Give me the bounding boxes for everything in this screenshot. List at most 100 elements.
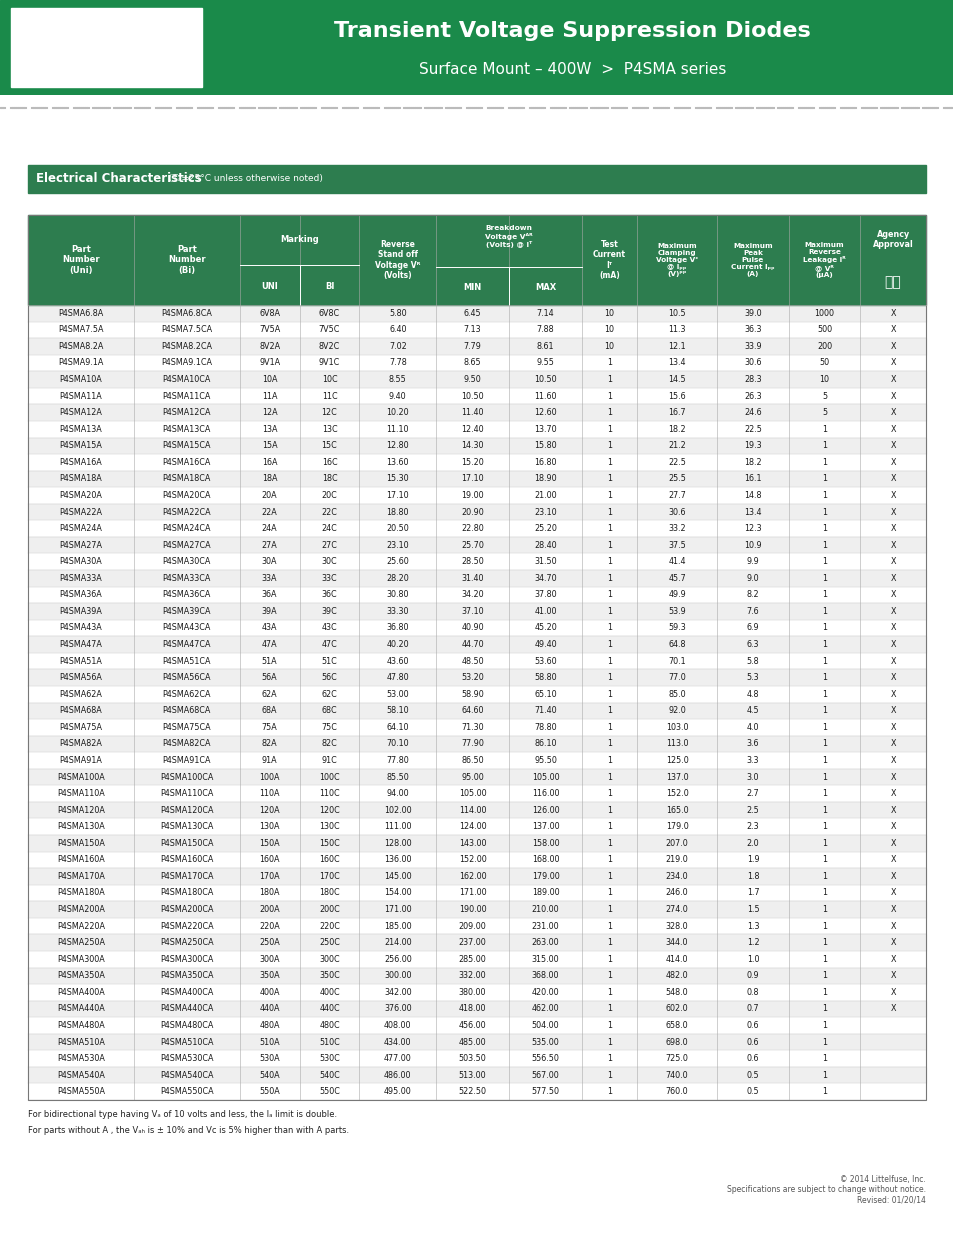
- Text: 36.80: 36.80: [386, 624, 409, 632]
- Text: MAX: MAX: [535, 283, 556, 291]
- Text: 1: 1: [821, 574, 826, 583]
- Text: 1: 1: [821, 1004, 826, 1014]
- Text: 530A: 530A: [259, 1055, 279, 1063]
- Text: 15.30: 15.30: [386, 474, 409, 483]
- Text: P4SMA20CA: P4SMA20CA: [162, 492, 211, 500]
- Text: 1: 1: [821, 624, 826, 632]
- Text: 16A: 16A: [262, 458, 277, 467]
- Text: 408.00: 408.00: [384, 1021, 411, 1030]
- Text: 434.00: 434.00: [384, 1037, 411, 1046]
- Text: 71.30: 71.30: [461, 722, 483, 732]
- Text: P4SMA8.2A: P4SMA8.2A: [58, 342, 104, 351]
- Text: 231.00: 231.00: [531, 921, 558, 931]
- Text: 0.5: 0.5: [746, 1071, 759, 1079]
- Text: 1000: 1000: [814, 309, 834, 317]
- Bar: [28, 354, 925, 372]
- Text: 189.00: 189.00: [531, 888, 558, 898]
- Text: 1: 1: [606, 689, 612, 699]
- Bar: [28, 653, 925, 669]
- Text: 51A: 51A: [261, 657, 277, 666]
- Text: P4SMA100CA: P4SMA100CA: [160, 773, 213, 782]
- Text: X: X: [889, 557, 895, 566]
- Text: P4SMA550A: P4SMA550A: [57, 1087, 105, 1097]
- Text: 30C: 30C: [321, 557, 337, 566]
- Text: 9V1C: 9V1C: [318, 358, 340, 368]
- Text: Maximum
Peak
Pulse
Current Iₚₚ
(A): Maximum Peak Pulse Current Iₚₚ (A): [730, 243, 774, 277]
- Text: X: X: [889, 706, 895, 715]
- Bar: [28, 819, 925, 835]
- Text: 9V1A: 9V1A: [259, 358, 280, 368]
- Text: P4SMA550CA: P4SMA550CA: [160, 1087, 213, 1097]
- Text: 22C: 22C: [321, 508, 337, 516]
- Text: 49.40: 49.40: [534, 640, 557, 650]
- Text: 1.0: 1.0: [746, 955, 759, 963]
- Text: 77.90: 77.90: [460, 740, 483, 748]
- Text: 39A: 39A: [261, 606, 277, 616]
- Text: 1: 1: [606, 524, 612, 534]
- Text: 85.0: 85.0: [667, 689, 685, 699]
- Text: X: X: [889, 624, 895, 632]
- Text: 12.1: 12.1: [667, 342, 685, 351]
- Text: 130A: 130A: [259, 823, 279, 831]
- Text: X: X: [889, 1004, 895, 1014]
- Text: 548.0: 548.0: [665, 988, 688, 997]
- Text: 58.80: 58.80: [534, 673, 557, 682]
- Text: 28.20: 28.20: [386, 574, 409, 583]
- Text: 13.4: 13.4: [743, 508, 760, 516]
- Text: 37.5: 37.5: [667, 541, 685, 550]
- Text: 6V8C: 6V8C: [318, 309, 339, 317]
- Text: 27.7: 27.7: [667, 492, 685, 500]
- Bar: [28, 669, 925, 685]
- Text: 28.3: 28.3: [743, 375, 761, 384]
- Text: 7.6: 7.6: [746, 606, 759, 616]
- Text: P4SMA11A: P4SMA11A: [59, 391, 102, 400]
- Text: 1: 1: [606, 375, 612, 384]
- Text: 126.00: 126.00: [531, 805, 558, 815]
- Text: P4SMA350A: P4SMA350A: [57, 971, 105, 981]
- Text: 7V5C: 7V5C: [318, 325, 340, 335]
- Text: X: X: [889, 441, 895, 451]
- Text: 20C: 20C: [321, 492, 337, 500]
- Text: 77.0: 77.0: [667, 673, 685, 682]
- Text: 7.79: 7.79: [463, 342, 481, 351]
- Text: P4SMA12A: P4SMA12A: [59, 408, 102, 417]
- Text: ⚡⁄⁄ Littelfuse®: ⚡⁄⁄ Littelfuse®: [36, 30, 132, 42]
- Text: 10.50: 10.50: [461, 391, 483, 400]
- Text: P4SMA510CA: P4SMA510CA: [160, 1037, 213, 1046]
- Text: X: X: [889, 590, 895, 599]
- Text: X: X: [889, 722, 895, 732]
- Bar: [28, 1018, 925, 1034]
- Text: 1: 1: [821, 441, 826, 451]
- Text: 234.0: 234.0: [665, 872, 688, 881]
- Text: 1: 1: [606, 1004, 612, 1014]
- Text: P4SMA33CA: P4SMA33CA: [162, 574, 211, 583]
- Text: 14.5: 14.5: [667, 375, 685, 384]
- Bar: [28, 902, 925, 918]
- Bar: [28, 487, 925, 504]
- Text: 34.70: 34.70: [534, 574, 557, 583]
- Text: P4SMA16A: P4SMA16A: [59, 458, 102, 467]
- Bar: [28, 768, 925, 785]
- Text: 12.80: 12.80: [386, 441, 409, 451]
- Text: 120C: 120C: [319, 805, 339, 815]
- Text: 21.2: 21.2: [667, 441, 685, 451]
- Text: 62A: 62A: [261, 689, 277, 699]
- Text: 68A: 68A: [262, 706, 277, 715]
- Text: 170A: 170A: [259, 872, 279, 881]
- Text: 17.10: 17.10: [461, 474, 483, 483]
- Text: 168.00: 168.00: [532, 856, 558, 864]
- Text: Marking: Marking: [280, 235, 318, 243]
- Text: 165.0: 165.0: [665, 805, 688, 815]
- Text: 12C: 12C: [321, 408, 337, 417]
- Text: 33.2: 33.2: [667, 524, 685, 534]
- Text: 1: 1: [821, 805, 826, 815]
- Text: P4SMA150CA: P4SMA150CA: [160, 839, 213, 847]
- Text: 1.9: 1.9: [746, 856, 759, 864]
- Text: 110A: 110A: [259, 789, 279, 798]
- Text: 13.60: 13.60: [386, 458, 409, 467]
- Text: X: X: [889, 905, 895, 914]
- Text: 602.0: 602.0: [665, 1004, 688, 1014]
- Bar: [28, 404, 925, 421]
- Text: 7V5A: 7V5A: [259, 325, 280, 335]
- Text: 53.60: 53.60: [534, 657, 557, 666]
